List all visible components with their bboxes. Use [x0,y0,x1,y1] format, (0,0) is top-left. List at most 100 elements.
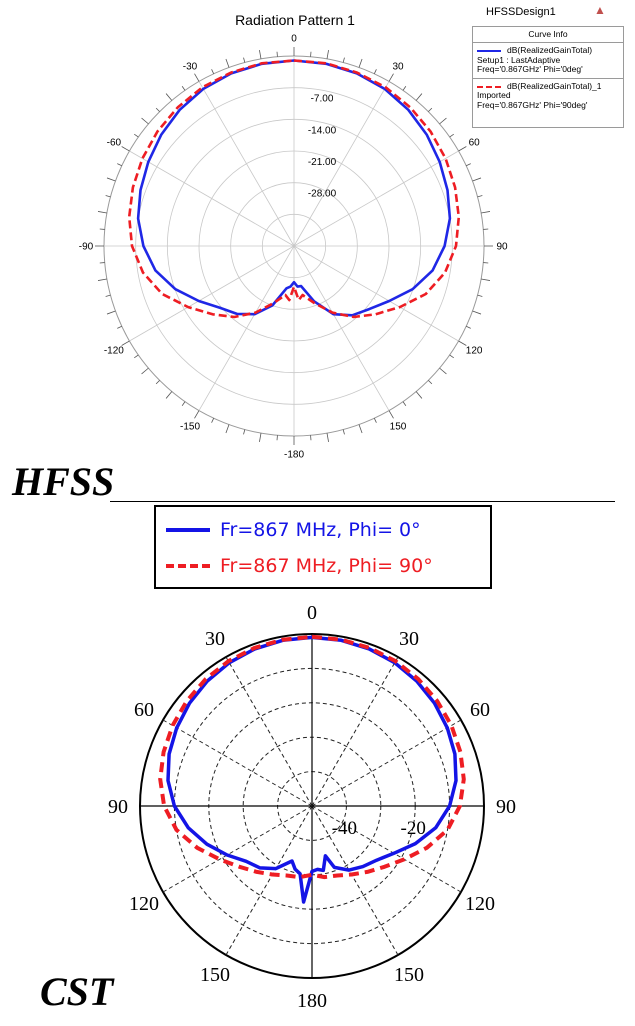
cst-legend[interactable]: Fr=867 MHz, Phi= 0° Fr=867 MHz, Phi= 90° [154,505,492,589]
cst-legend-entry-phi90[interactable]: Fr=867 MHz, Phi= 90° [166,551,433,581]
angle-tick-label: -60 [107,138,122,149]
grid-spoke [162,805,313,893]
grid-spoke [225,656,313,807]
radial-tick-label: -28.00 [308,189,337,200]
hfss-legend-entry-line: Imported [477,90,511,100]
angle-tick-label: -30 [183,61,198,72]
rim-tick [439,367,447,375]
rim-tick [106,177,116,182]
rim-tick [243,57,246,63]
grid-spoke [311,805,462,893]
rim-tick [388,410,394,419]
hfss-series-layer [127,59,461,319]
rim-tick [194,410,200,419]
grid-spoke [129,150,295,247]
rim-tick [402,86,407,91]
rim-tick [358,424,363,434]
series-phi90-trace [158,634,466,880]
angle-tick-label: 180 [297,990,327,1012]
grid-spoke [311,719,462,807]
rim-tick [165,391,173,399]
hfss-polar-chart: 0 30 60 90 120 150 -180 -150 -120 -90 -60 -30 -7.00 -… [79,34,508,461]
angle-tick-label: 120 [466,346,483,357]
angle-tick-label: 0 [291,34,297,45]
series-phi90-trace [127,59,461,319]
rim-tick [117,325,122,329]
rim-tick [415,93,423,101]
hfss-legend-dashed-line [477,85,501,88]
rim-tick [134,354,139,359]
rim-tick [105,294,111,297]
cst-grid [139,633,485,979]
rim-tick [477,195,483,198]
hfss-legend-entry-phi0[interactable]: dB(RealizedGainTotal) Setup1 : LastAdapt… [473,43,623,78]
warning-triangle-icon[interactable]: ▲ [594,3,606,17]
hfss-legend-entry-phi90[interactable]: dB(RealizedGainTotal)_1 Imported Freq='0… [473,77,623,114]
hfss-section-label: HFSS [12,459,115,504]
cst-legend-text: Fr=867 MHz, Phi= 0° [220,519,421,541]
rim-tick [449,354,454,359]
rim-tick [105,195,111,198]
radial-tick-label: -20 [401,818,426,839]
rim-tick [141,117,149,125]
series-phi0-trace [136,59,452,317]
rim-tick [415,391,423,399]
rim-tick [477,294,483,297]
angle-tick-label: 90 [496,796,516,818]
rim-tick [121,146,130,152]
rim-tick [225,58,230,68]
rim-tick [117,163,122,167]
radial-tick-label: -40 [332,818,357,839]
series-phi0-trace [166,635,458,904]
rim-tick [134,133,139,138]
cst-section-label: CST [40,969,114,1014]
angle-tick-label: -120 [104,346,124,357]
rim-tick [373,69,377,74]
angle-tick-label: 120 [465,893,495,915]
rim-tick [458,340,467,346]
rim-tick [259,433,262,443]
rim-tick [97,278,107,281]
angle-tick-label: -90 [79,242,94,253]
cst-legend-dashed-line [166,564,210,568]
angle-tick-label: -150 [180,422,200,433]
angle-tick-label: 30 [399,628,419,650]
cst-labels-layer: 0 30 60 90 120 150 180 150 120 90 60 30 -40 -20 [108,602,516,1012]
section-divider [110,501,615,502]
grid-spoke [293,81,390,247]
rim-tick [481,278,491,281]
hfss-legend-entry-line: Freq='0.867GHz' Phi='90deg' [477,99,588,110]
grid-spoke [162,719,313,807]
cst-polar-chart: 0 30 60 90 120 150 180 150 120 90 60 30 -40 -20 [108,602,516,1012]
rim-tick [472,310,482,315]
angle-tick-label: 150 [394,964,424,986]
rim-tick [439,117,447,125]
rim-tick [342,429,345,435]
rim-tick [211,69,215,74]
angle-tick-label: 30 [392,61,404,72]
hfss-legend[interactable]: Curve Info dB(RealizedGainTotal) Setup1 … [472,26,624,128]
rim-tick [155,380,160,385]
rim-tick [428,107,433,112]
grid-spoke [293,245,459,342]
rim-tick [449,133,454,138]
angle-tick-label: 90 [496,242,508,253]
grid-spoke [198,245,295,411]
hfss-legend-entry-line: dB(RealizedGainTotal) [507,45,593,55]
rim-tick [165,93,173,101]
rim-tick [402,401,407,406]
rim-tick [106,310,116,315]
angle-tick-label: 60 [134,699,154,721]
grid-spoke [293,245,390,411]
angle-tick-label: 150 [200,964,230,986]
rim-tick [342,57,345,63]
rim-tick [194,73,200,82]
angle-tick-label: 30 [205,628,225,650]
rim-tick [121,340,130,346]
cst-legend-entry-phi0[interactable]: Fr=867 MHz, Phi= 0° [166,515,421,545]
rim-tick [458,146,467,152]
grid-spoke [198,81,295,247]
rim-tick [373,418,377,423]
radial-tick-label: -21.00 [308,157,337,168]
rim-tick [388,73,394,82]
